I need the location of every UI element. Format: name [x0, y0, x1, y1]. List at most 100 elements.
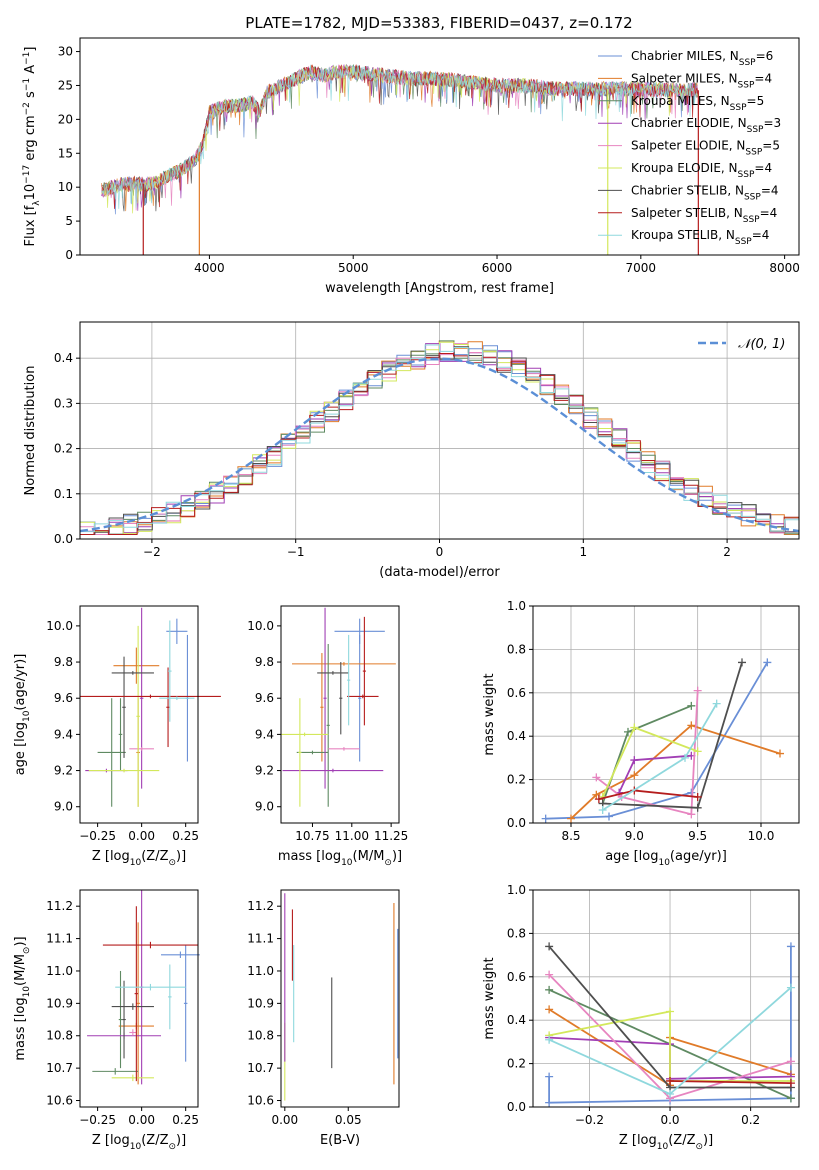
y-tick-label: 10.6 — [247, 1094, 274, 1108]
y-tick-label: 0.0 — [507, 816, 526, 830]
normal-curve — [79, 357, 800, 533]
x-tick-label: 0.0 — [660, 1113, 679, 1127]
series-point — [693, 803, 702, 812]
legend-entry: Chabrier MILES, NSSP=6 — [631, 49, 773, 68]
plot-area — [101, 63, 699, 255]
x-tick-label: 0.00 — [128, 829, 155, 843]
plot-area — [281, 607, 396, 807]
series-point — [666, 1076, 675, 1085]
y-tick-label: 9.2 — [54, 764, 73, 778]
series-point — [541, 814, 550, 823]
series-line-KroupaMILES — [601, 704, 692, 804]
series-point — [786, 983, 795, 992]
x-tick-label: 10.0 — [748, 829, 775, 843]
series-point — [605, 812, 613, 821]
series-point — [545, 1098, 554, 1107]
y-tick-label: 25 — [58, 78, 73, 92]
panel-4: 10.75 11.00 11.25 9.0 9.2 9.4 9.6 9.8 10.0 — [247, 605, 408, 843]
y-tick-label: 10.8 — [247, 1029, 274, 1043]
y-tick-label: 30 — [58, 45, 73, 59]
x-tick-label: 6000 — [482, 261, 513, 275]
panel-2: −2 −1 0 1 2 0.0 0.1 0.2 0.3 0.4 — [54, 321, 800, 559]
series-point — [598, 805, 607, 814]
plot-area — [541, 658, 784, 823]
series-point — [786, 1057, 795, 1066]
series-point — [687, 810, 696, 819]
panel-7: 0.00 0.05 10.6 10.7 10.8 10.9 11.0 11.1 11.2 — [247, 889, 400, 1127]
series-point — [776, 749, 784, 758]
y-tick-label: 0.4 — [54, 351, 73, 365]
series-line-SalpeterSTELIB — [669, 1080, 791, 1084]
x-tick-label: −0.2 — [575, 1113, 604, 1127]
x-tick-label: 0.00 — [128, 1113, 155, 1127]
y-tick-label: 0.2 — [507, 773, 526, 787]
y-tick-label: 0.4 — [507, 1013, 526, 1027]
series-point — [545, 970, 554, 979]
axes-frame — [79, 605, 199, 824]
series-point — [630, 771, 639, 780]
y-tick-label: 9.2 — [255, 764, 274, 778]
x-tick-label: 1 — [579, 545, 587, 559]
x-tick-label: 8000 — [769, 261, 800, 275]
y-tick-label: 1.0 — [507, 599, 526, 613]
x-tick-label: 10.75 — [295, 829, 329, 843]
legend-entry: Kroupa MILES, NSSP=5 — [631, 94, 764, 113]
y-tick-label: 11.1 — [247, 932, 274, 946]
y-tick-label: 0.4 — [507, 729, 526, 743]
legend-entry: Salpeter MILES, NSSP=4 — [631, 71, 772, 90]
y-tick-label: 0.6 — [507, 686, 526, 700]
x-tick-label: 7000 — [626, 261, 657, 275]
y-tick-label: 11.1 — [46, 932, 73, 946]
y-tick-label: 10 — [58, 180, 73, 194]
axes-frame — [532, 605, 800, 824]
x-tick-label: −1 — [287, 545, 305, 559]
legend-entry: Kroupa ELODIE, NSSP=4 — [631, 161, 772, 180]
axis-label: (data-model)/error — [379, 565, 500, 580]
plot-area — [87, 890, 200, 1085]
legend: Chabrier MILES, NSSP=6 Salpeter MILES, NS… — [598, 49, 781, 247]
y-tick-label: 10.0 — [247, 619, 274, 633]
series-point — [693, 747, 702, 756]
x-tick-label: 11.25 — [374, 829, 408, 843]
y-tick-label: 9.4 — [54, 727, 73, 741]
panel-3: −0.25 0.00 0.25 9.0 9.2 9.4 9.6 9.8 10.0 — [46, 605, 221, 843]
series-point — [712, 699, 721, 708]
axes-frame — [79, 37, 800, 256]
x-tick-label: 0.2 — [741, 1113, 760, 1127]
series-point — [687, 701, 696, 710]
x-tick-label: −2 — [143, 545, 161, 559]
panel-6: −0.25 0.00 0.25 10.6 10.7 10.8 10.9 11.0 11.1 11.… — [46, 889, 200, 1127]
x-tick-label: 0.05 — [335, 1113, 362, 1127]
y-tick-label: 11.0 — [46, 964, 73, 978]
y-tick-label: 0.0 — [54, 532, 73, 546]
y-tick-label: 9.6 — [54, 691, 73, 705]
axis-label: mass [log10(M/M⊙)] — [278, 849, 402, 868]
series-point — [594, 795, 603, 804]
y-tick-label: 10.9 — [247, 996, 274, 1010]
y-tick-label: 1.0 — [507, 883, 526, 897]
series-point — [545, 1005, 554, 1014]
x-tick-label: 0 — [436, 545, 444, 559]
axes-frame — [79, 889, 199, 1108]
y-tick-label: 5 — [65, 214, 73, 228]
x-tick-label: 0.00 — [271, 1113, 298, 1127]
y-tick-label: 9.4 — [255, 727, 274, 741]
y-tick-label: 0.3 — [54, 396, 73, 410]
y-tick-label: 9.0 — [255, 800, 274, 814]
histogram-ChabrierSTELIB — [80, 346, 800, 535]
axis-label: wavelength [Angstrom, rest frame] — [325, 281, 554, 296]
series-point — [545, 942, 554, 951]
histogram-KroupaSTELIB — [80, 344, 799, 533]
series-point — [693, 792, 702, 801]
legend-entry: Chabrier ELODIE, NSSP=3 — [631, 116, 781, 135]
series-point — [666, 1089, 675, 1098]
y-tick-label: 9.6 — [255, 691, 274, 705]
y-tick-label: 20 — [58, 112, 73, 126]
y-axis-label: Flux [fλ10−17 erg cm−2 s−1 A−1] — [22, 47, 42, 247]
y-tick-label: 0.8 — [507, 642, 526, 656]
axis-label: E(B-V) — [320, 1133, 360, 1148]
y-tick-label: 15 — [58, 146, 73, 160]
axis-label: mass [log10(M/M⊙)] — [13, 936, 32, 1060]
x-tick-label: 5000 — [338, 261, 369, 275]
